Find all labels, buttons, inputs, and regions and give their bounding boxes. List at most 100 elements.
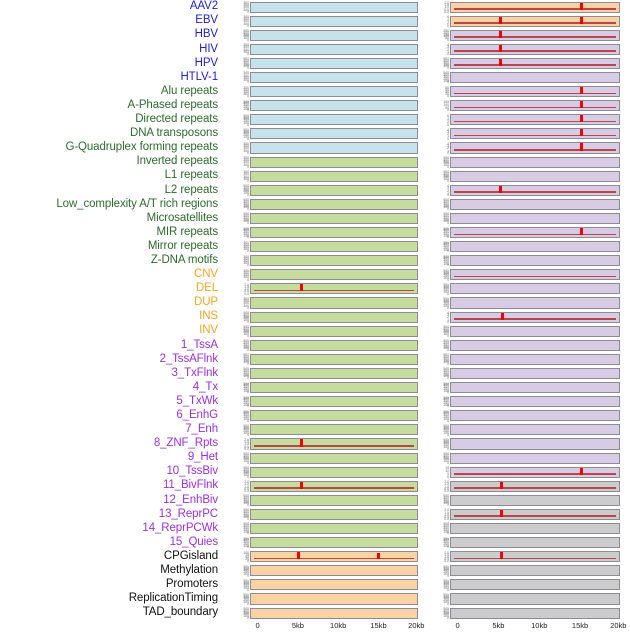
track-plot[interactable] (250, 43, 418, 55)
track-plot[interactable] (450, 339, 620, 351)
track-plot[interactable] (450, 114, 620, 126)
track-plot[interactable] (250, 156, 418, 168)
track-plot[interactable] (250, 170, 418, 182)
track-plot[interactable] (450, 537, 620, 549)
track-plot[interactable] (250, 466, 418, 478)
data-bar[interactable] (580, 17, 584, 24)
track-plot[interactable] (450, 86, 620, 98)
data-bar[interactable] (579, 228, 583, 236)
track-plot[interactable] (450, 607, 620, 619)
track-plot[interactable] (250, 339, 418, 351)
track-plot[interactable] (250, 71, 418, 84)
track-plot[interactable] (450, 452, 620, 464)
track-plot[interactable] (250, 537, 418, 549)
track-plot[interactable] (450, 311, 620, 323)
track-plot[interactable] (250, 579, 418, 591)
track-plot[interactable] (250, 198, 418, 210)
track-plot[interactable] (250, 522, 418, 535)
track-plot[interactable] (450, 593, 620, 605)
track-plot[interactable] (450, 410, 620, 422)
data-bar[interactable] (498, 16, 502, 24)
track-plot[interactable] (450, 522, 620, 535)
track-plot[interactable] (250, 494, 418, 506)
track-plot[interactable] (450, 100, 620, 112)
track-plot[interactable] (250, 297, 418, 309)
track-plot[interactable] (450, 297, 620, 309)
track-plot[interactable] (250, 607, 418, 619)
track-plot[interactable] (250, 227, 418, 239)
data-bar[interactable] (377, 553, 381, 560)
data-bar[interactable] (579, 101, 583, 109)
track-plot[interactable] (450, 198, 620, 210)
track-plot[interactable] (250, 29, 418, 41)
track-plot[interactable] (250, 100, 418, 112)
track-plot[interactable] (250, 255, 418, 267)
track-plot[interactable] (250, 410, 418, 422)
data-bar[interactable] (498, 185, 502, 193)
track-plot[interactable] (450, 466, 620, 478)
data-bar[interactable] (499, 481, 503, 489)
track-plot[interactable] (450, 212, 620, 224)
data-bar[interactable] (579, 129, 583, 137)
track-plot[interactable] (450, 353, 620, 365)
track-plot[interactable] (250, 508, 418, 520)
track-plot[interactable] (250, 551, 418, 563)
track-plot[interactable] (250, 212, 418, 224)
data-bar[interactable] (499, 552, 503, 560)
track-plot[interactable] (250, 241, 418, 253)
track-plot[interactable] (250, 593, 418, 605)
data-bar[interactable] (299, 481, 303, 489)
data-bar[interactable] (499, 509, 503, 517)
track-plot[interactable] (450, 565, 620, 577)
track-plot[interactable] (450, 551, 620, 563)
track-plot[interactable] (450, 269, 620, 281)
track-plot[interactable] (250, 86, 418, 98)
track-plot[interactable] (450, 57, 620, 69)
track-plot[interactable] (450, 71, 620, 84)
track-plot[interactable] (250, 15, 418, 27)
track-plot[interactable] (450, 156, 620, 168)
track-plot[interactable] (250, 396, 418, 408)
track-plot[interactable] (450, 367, 620, 380)
track-plot[interactable] (450, 184, 620, 196)
track-plot[interactable] (450, 29, 620, 41)
track-plot[interactable] (450, 43, 620, 55)
track-plot[interactable] (450, 508, 620, 520)
track-plot[interactable] (450, 142, 620, 154)
data-bar[interactable] (299, 284, 303, 292)
track-plot[interactable] (250, 424, 418, 436)
track-plot[interactable] (250, 311, 418, 323)
track-plot[interactable] (450, 15, 620, 27)
track-plot[interactable] (450, 480, 620, 492)
data-bar[interactable] (580, 2, 584, 10)
track-plot[interactable] (450, 579, 620, 591)
track-plot[interactable] (450, 227, 620, 239)
track-plot[interactable] (450, 1, 620, 13)
track-plot[interactable] (250, 184, 418, 196)
track-plot[interactable] (250, 438, 418, 450)
track-plot[interactable] (250, 128, 418, 140)
track-plot[interactable] (450, 283, 620, 295)
data-bar[interactable] (500, 312, 504, 320)
track-plot[interactable] (250, 367, 418, 380)
track-plot[interactable] (450, 494, 620, 506)
track-plot[interactable] (250, 57, 418, 69)
data-bar[interactable] (297, 552, 301, 560)
track-plot[interactable] (250, 325, 418, 337)
data-bar[interactable] (579, 143, 583, 151)
data-bar[interactable] (498, 44, 502, 52)
track-plot[interactable] (450, 170, 620, 182)
track-plot[interactable] (250, 114, 418, 126)
track-plot[interactable] (450, 241, 620, 253)
track-plot[interactable] (250, 1, 418, 13)
track-plot[interactable] (250, 480, 418, 492)
track-plot[interactable] (250, 283, 418, 295)
track-plot[interactable] (450, 438, 620, 450)
track-plot[interactable] (450, 325, 620, 337)
track-plot[interactable] (250, 269, 418, 281)
data-bar[interactable] (579, 115, 583, 123)
data-bar[interactable] (498, 58, 502, 66)
track-plot[interactable] (250, 142, 418, 154)
track-plot[interactable] (250, 452, 418, 464)
track-plot[interactable] (250, 565, 418, 577)
